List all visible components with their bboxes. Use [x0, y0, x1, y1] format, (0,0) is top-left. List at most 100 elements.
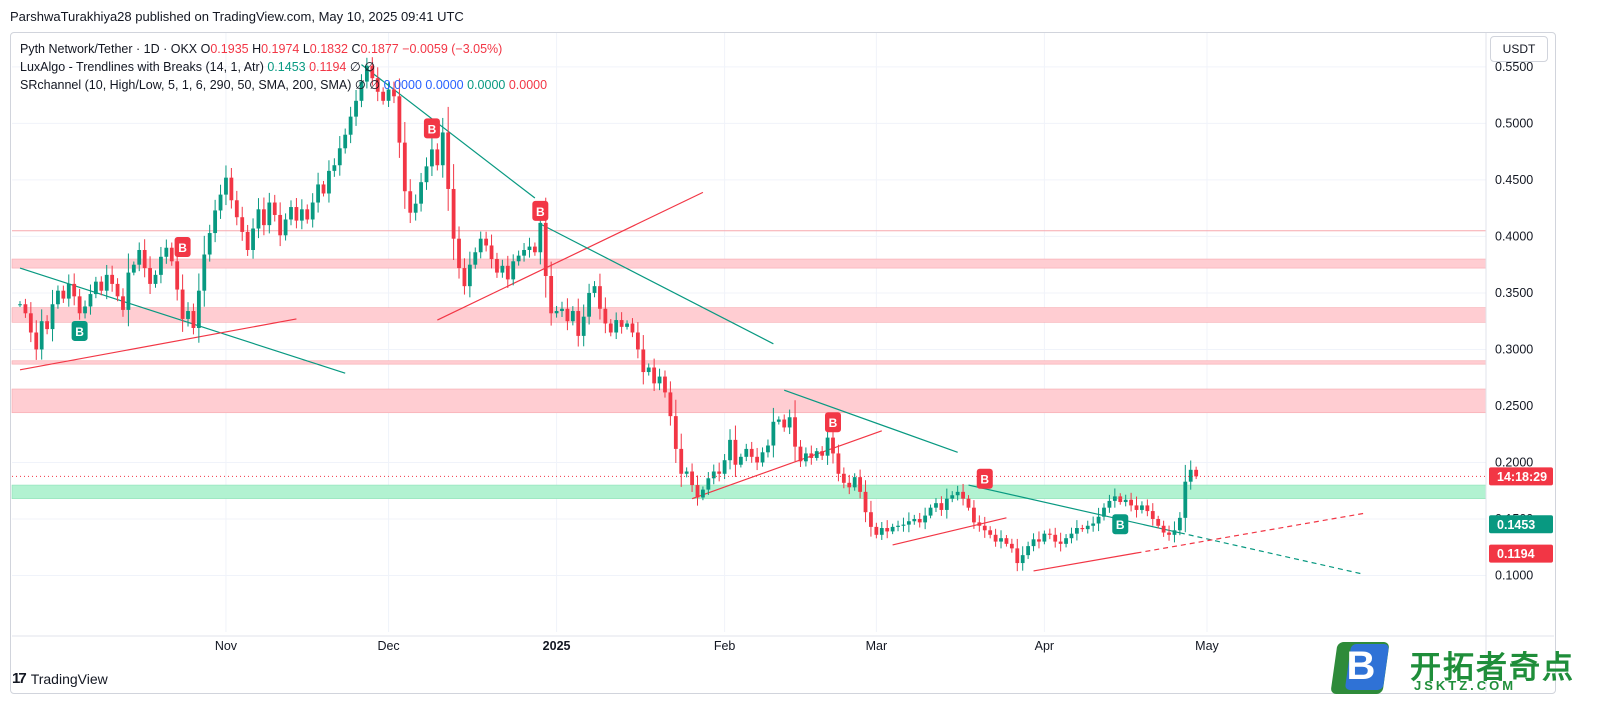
candle-down [229, 177, 234, 201]
candle-up [364, 65, 369, 82]
watermark-letter: B [1346, 644, 1376, 688]
candle-down [982, 525, 987, 531]
candle-up [728, 439, 732, 461]
candle-down [489, 245, 494, 260]
candle-up [354, 100, 358, 117]
candle-down [798, 446, 803, 462]
candle-up [944, 498, 949, 510]
candle-up [950, 495, 955, 499]
candle-down [451, 188, 456, 239]
candle-down [885, 528, 890, 532]
candle-down [505, 265, 510, 280]
candle-up [1091, 523, 1096, 526]
candle-down [755, 456, 760, 463]
sr-zones [11, 230, 1487, 499]
candle-up [153, 274, 158, 284]
price-axis[interactable]: 0.5500 0.5000 0.4500 0.4000 0.3500 0.3000 0.25… [1485, 33, 1533, 692]
candle-down [375, 78, 380, 92]
indicator-2-name: SRchannel (10, High/Low, 5, 1, 6, 290, 5… [20, 78, 352, 92]
candle-down [690, 471, 694, 486]
symbol-title[interactable]: Pyth Network/Tether · 1D · OKX [20, 42, 198, 56]
candle-up [1069, 533, 1074, 539]
candle-up [1102, 507, 1106, 517]
candle-down [565, 308, 570, 322]
candle-down [1134, 505, 1139, 510]
x-tick-label: Dec [377, 639, 399, 653]
break-marker-label: B [980, 473, 989, 487]
candle-down [180, 289, 185, 319]
candle-down [1037, 539, 1041, 542]
candle-up [207, 233, 212, 255]
time-axis[interactable]: Nov Dec 2025 Feb Mar Apr May [12, 635, 1554, 653]
candle-up [18, 304, 22, 306]
legend-indicator-1[interactable]: LuxAlgo - Trendlines with Breaks (14, 1,… [20, 58, 547, 76]
legend-indicator-2[interactable]: SRchannel (10, High/Low, 5, 1, 6, 290, 5… [20, 76, 547, 94]
candle-up [104, 274, 109, 291]
candle-up [1112, 496, 1117, 501]
candle-up [267, 202, 272, 226]
candle-up [202, 254, 207, 291]
y-tick-label: 0.1000 [1495, 568, 1533, 582]
break-marker-label: B [536, 205, 545, 219]
candle-up [316, 184, 320, 203]
downtrend-line [968, 484, 1181, 534]
candle-up [706, 478, 711, 490]
candle-down [381, 91, 386, 101]
candle-down [1118, 496, 1123, 503]
break-marker [532, 200, 549, 221]
support-zone [11, 484, 1487, 499]
price-axis-label: 0.1194 [1497, 547, 1535, 561]
y-tick-label: 0.5500 [1495, 60, 1533, 74]
candle-up [186, 311, 190, 319]
currency-button[interactable]: USDT [1490, 36, 1548, 62]
candle-up [738, 456, 743, 465]
indicator-2-value-1: ∅ [354, 78, 366, 92]
candle-up [213, 210, 218, 234]
candle-down [484, 238, 489, 246]
x-tick-label: May [1195, 639, 1219, 653]
candle-up [467, 264, 472, 287]
x-tick-label: Feb [714, 639, 736, 653]
candle-up [1042, 533, 1047, 542]
candle-down [939, 503, 944, 510]
candle-down [874, 526, 879, 535]
candle-down [397, 96, 402, 143]
legend-symbol-row: Pyth Network/Tether · 1D · OKX O0.1935 H… [20, 40, 547, 58]
candle-up [890, 526, 895, 532]
candle-up [560, 308, 564, 312]
resistance-zone [11, 360, 1487, 365]
price-axis-label-bg [1489, 515, 1553, 534]
candle-up [289, 207, 293, 220]
candle-down [1015, 548, 1020, 564]
candle-up [825, 437, 830, 456]
candle-down [733, 439, 738, 465]
break-marker-label: B [1116, 518, 1125, 532]
candle-up [928, 507, 933, 516]
candle-down [392, 89, 396, 97]
break-marker [976, 468, 993, 489]
candle-up [164, 247, 169, 257]
candle-up [804, 453, 808, 462]
candle-up [852, 477, 857, 488]
y-tick-label: 0.2000 [1495, 455, 1533, 469]
indicator-1-value-4: ∅ [364, 60, 376, 74]
candle-down [245, 231, 250, 250]
candle-up [126, 272, 131, 310]
x-tick-label: Apr [1035, 639, 1054, 653]
tradingview-logo[interactable]: 17 TradingView [12, 670, 108, 687]
candle-down [619, 320, 624, 327]
candle-down [869, 512, 873, 527]
close-label: C [351, 42, 361, 56]
candle-up [554, 311, 559, 314]
candle-up [50, 304, 55, 330]
candle-up [299, 209, 304, 221]
candle-up [814, 451, 819, 458]
price-axis-label-bg [1489, 544, 1553, 563]
candle-down [262, 209, 266, 226]
indicator-1-value-1: 0.1453 [267, 60, 306, 74]
x-tick-label: Nov [215, 639, 238, 653]
candle-up [570, 311, 575, 322]
candle-up [1096, 516, 1101, 524]
candle-down [1167, 532, 1171, 535]
